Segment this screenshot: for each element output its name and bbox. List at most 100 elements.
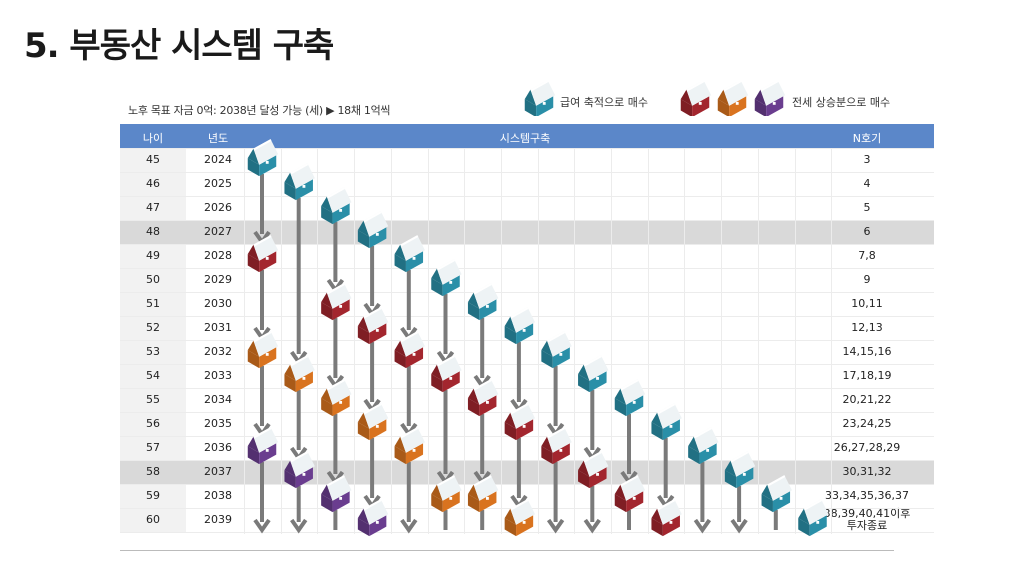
orange-house-icon [394,427,425,465]
grid-row-line [120,484,934,485]
year-cell: 2038 [204,489,232,502]
table-row: 58 2037 30,31,32 [120,460,934,484]
grid-row-line [120,460,934,461]
grid-column-line [538,148,539,534]
legend-salary: 급여 축적으로 매수 [520,82,670,116]
header-n: N호기 [852,132,882,145]
grid-column-line [648,148,649,534]
table-row: 49 2028 7,8 [120,244,934,268]
red-house-icon [394,331,425,369]
flow-arrow-head [730,518,748,534]
red-house-icon [578,451,609,489]
n-cell: 26,27,28,29 [833,441,901,454]
teal-house-icon [394,235,425,273]
table-row: 46 2025 4 [120,172,934,196]
grid-row-line [120,220,934,221]
flow-arrow-head [253,518,271,534]
grid-column-line [281,148,282,534]
teal-house-icon [798,499,829,537]
red-house-icon [321,283,352,321]
grid-row-line [120,148,934,149]
orange-house-icon [284,355,315,393]
teal-house-icon [431,259,462,297]
year-cell: 2025 [204,177,232,190]
teal-house-icon [467,283,499,321]
red-house-icon [680,82,712,116]
orange-house-icon [504,499,536,537]
flow-arrow-head [546,518,565,534]
grid-column-line [758,148,759,534]
bottom-divider [120,550,894,551]
n-cell: 7,8 [858,249,876,262]
age-cell: 47 [120,196,186,220]
year-cell: 2034 [204,393,232,406]
teal-house-icon [504,307,536,345]
red-house-icon [247,235,279,273]
flow-arrow-head [583,518,601,534]
header-system: 시스템구축 [499,132,551,145]
legend-jeonse: 전세 상승분으로 매수 [676,82,906,116]
grid-row-line [120,196,934,197]
table-row: 59 2038 33,34,35,36,37 [120,484,934,508]
orange-house-icon [247,331,279,369]
table-row: 50 2029 9 [120,268,934,292]
grid-row-line [120,292,934,293]
age-cell: 53 [120,340,186,364]
n-cell: 4 [863,177,871,190]
grid-column-line [501,148,502,534]
table-row: 52 2031 12,13 [120,316,934,340]
age-cell: 50 [120,268,186,292]
teal-house-icon [541,331,572,369]
age-cell: 49 [120,244,186,268]
age-cell: 51 [120,292,186,316]
grid-column-line [317,148,318,534]
year-cell: 2035 [204,417,232,430]
purple-house-icon [247,427,279,465]
red-house-icon [431,355,462,393]
n-cell: 30,31,32 [842,465,892,478]
flow-arrow-head [693,518,712,534]
table-row: 45 2024 3 [120,148,934,172]
grid-column-line [391,148,392,534]
teal-house-icon [524,82,556,116]
teal-house-icon [614,379,646,417]
purple-house-icon [357,499,389,537]
age-cell: 48 [120,220,186,244]
year-cell: 2026 [204,201,232,214]
purple-house-icon [321,475,352,513]
teal-house-icon [284,163,315,201]
grid-row-line [120,388,934,389]
table-row: 55 2034 20,21,22 [120,388,934,412]
year-cell: 2032 [204,345,232,358]
grid-row-line [120,436,934,437]
teal-house-icon [724,451,756,489]
red-house-icon [680,82,712,116]
flow-arrow-head [290,518,308,534]
age-cell: 52 [120,316,186,340]
table-row: 60 2039 38,39,40,41이후 투자종료 [120,508,934,532]
grid-row-line [120,364,934,365]
table-row: 57 2036 26,27,28,29 [120,436,934,460]
orange-house-icon [717,82,749,116]
goal-subtitle: 노후 목표 자금 0억: 2038년 달성 가능 (세) ▶ 18채 1억씩 [128,104,391,117]
n-cell: 3 [863,153,871,166]
age-cell: 56 [120,412,186,436]
teal-house-icon [761,475,792,513]
year-cell: 2030 [204,297,232,310]
table-row: 51 2030 10,11 [120,292,934,316]
page-title: 5. 부동산 시스템 구축 [24,26,334,66]
purple-house-icon [284,451,315,489]
red-house-icon [614,475,646,513]
header-age: 나이 [142,132,164,145]
year-cell: 2033 [204,369,232,382]
teal-house-icon [688,427,719,465]
teal-house-icon [247,139,279,177]
year-cell: 2031 [204,321,232,334]
grid-column-line [428,148,429,534]
n-cell: 33,34,35,36,37 [825,489,909,502]
grid-row-line [120,268,934,269]
red-house-icon [504,403,536,441]
orange-house-icon [431,475,462,513]
table-header: 나이 년도 시스템구축 N호기 [120,124,934,148]
